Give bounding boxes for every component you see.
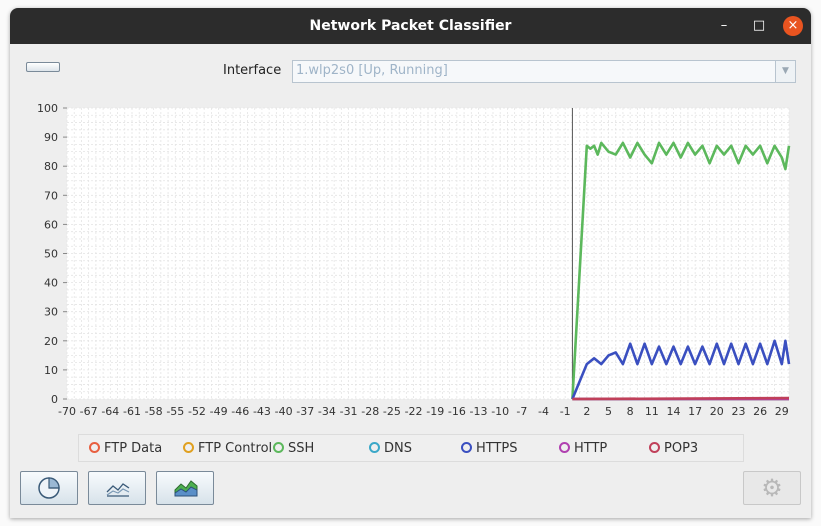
gear-icon: ⚙ — [761, 474, 783, 502]
legend-label: POP3 — [664, 441, 699, 456]
legend-item-ftp-data: FTP Data — [89, 441, 163, 456]
maximize-button[interactable]: □ — [752, 18, 766, 33]
x-tick-label: -58 — [145, 405, 163, 418]
x-tick-label: -67 — [80, 405, 98, 418]
y-tick-label: 30 — [44, 306, 58, 319]
legend-item-https: HTTPS — [461, 441, 518, 456]
x-tick-label: -37 — [296, 405, 314, 418]
legend-label: FTP Data — [104, 441, 163, 456]
series-line-https — [571, 339, 791, 400]
x-tick-label: 2 — [583, 405, 590, 418]
x-tick-label: -1 — [560, 405, 571, 418]
chart-legend: FTP Data FTP Control SSH DNS HTTPS HTTP POP3 — [78, 434, 744, 462]
x-tick-label: 11 — [645, 405, 659, 418]
x-tick-label: -34 — [318, 405, 336, 418]
settings-button[interactable]: ⚙ — [743, 471, 801, 505]
x-tick-label: -49 — [210, 405, 228, 418]
x-tick-label: -28 — [361, 405, 379, 418]
legend-marker-icon — [649, 442, 660, 453]
legend-item-ssh: SSH — [273, 441, 315, 456]
x-tick-label: -16 — [448, 405, 466, 418]
line-chart-icon — [106, 483, 130, 497]
legend-label: SSH — [288, 441, 315, 456]
x-tick-label: -22 — [405, 405, 423, 418]
y-tick-label: 90 — [44, 131, 58, 144]
legend-label: HTTPS — [476, 441, 518, 456]
interface-dropdown[interactable]: 1.wlp2s0 [Up, Running] ▼ — [292, 60, 796, 83]
legend-marker-icon — [89, 442, 100, 453]
x-tick-label: 26 — [753, 405, 767, 418]
pie-chart-button[interactable] — [20, 471, 78, 505]
y-tick-label: 20 — [44, 335, 58, 348]
start-capture-button[interactable] — [26, 62, 60, 72]
window-title: Network Packet Classifier — [309, 18, 512, 34]
x-tick-label: -46 — [231, 405, 249, 418]
x-tick-label: 5 — [605, 405, 612, 418]
x-tick-label: -61 — [123, 405, 141, 418]
x-tick-label: -52 — [188, 405, 206, 418]
close-button[interactable]: × — [783, 16, 803, 36]
x-tick-label: -10 — [491, 405, 509, 418]
area-chart-button[interactable] — [156, 471, 214, 505]
x-tick-label: 29 — [775, 405, 789, 418]
y-tick-label: 10 — [44, 364, 58, 377]
x-tick-label: -70 — [58, 405, 76, 418]
interface-value: 1.wlp2s0 [Up, Running] — [296, 63, 448, 78]
x-tick-label: -19 — [426, 405, 444, 418]
chevron-down-icon[interactable]: ▼ — [775, 61, 795, 82]
y-tick-label: 100 — [37, 102, 58, 115]
chart-axes: 0 10 20 30 40 50 60 70 80 90 100 -70 -67 -64 -61 -58 -55… — [37, 102, 789, 418]
x-tick-label: -64 — [101, 405, 119, 418]
series-line-pop3 — [572, 396, 790, 401]
legend-label: FTP Control — [198, 441, 273, 456]
x-tick-label: -55 — [166, 405, 184, 418]
x-tick-label: -40 — [275, 405, 293, 418]
y-tick-label: 50 — [44, 248, 58, 261]
legend-marker-icon — [273, 442, 284, 453]
legend-item-dns: DNS — [369, 441, 412, 456]
x-tick-label: -7 — [516, 405, 527, 418]
legend-marker-icon — [559, 442, 570, 453]
app-window: Network Packet Classifier – □ × Interfac… — [10, 8, 811, 518]
traffic-chart: 0 10 20 30 40 50 60 70 80 90 100 -70 -67 -64 -61 -58 -55… — [37, 102, 791, 418]
x-tick-label: 20 — [710, 405, 724, 418]
minimize-button[interactable]: – — [720, 18, 728, 33]
x-tick-label: -43 — [253, 405, 271, 418]
legend-marker-icon — [183, 442, 194, 453]
pie-chart-icon — [38, 477, 60, 499]
chart-series — [571, 141, 791, 401]
x-tick-label: 8 — [627, 405, 634, 418]
legend-item-ftp-control: FTP Control — [183, 441, 273, 456]
y-tick-label: 70 — [44, 189, 58, 202]
x-tick-label: -31 — [340, 405, 358, 418]
chart-grid — [66, 107, 790, 400]
x-tick-label: 14 — [666, 405, 680, 418]
x-tick-label: -25 — [383, 405, 401, 418]
legend-item-http: HTTP — [559, 441, 608, 456]
y-tick-label: 60 — [44, 218, 58, 231]
y-tick-label: 40 — [44, 277, 58, 290]
legend-marker-icon — [369, 442, 380, 453]
legend-marker-icon — [461, 442, 472, 453]
x-tick-label: 17 — [688, 405, 702, 418]
legend-label: DNS — [384, 441, 412, 456]
line-chart-button[interactable] — [88, 471, 146, 505]
x-tick-label: -13 — [470, 405, 488, 418]
series-line-ssh — [571, 141, 791, 400]
y-tick-label: 0 — [51, 393, 58, 406]
legend-label: HTTP — [574, 441, 608, 456]
title-bar[interactable]: Network Packet Classifier – □ × — [10, 8, 811, 44]
interface-label: Interface — [223, 63, 282, 78]
x-tick-label: 23 — [731, 405, 745, 418]
x-tick-label: -4 — [538, 405, 549, 418]
legend-item-pop3: POP3 — [649, 441, 699, 456]
area-chart-icon — [174, 480, 198, 497]
y-tick-label: 80 — [44, 160, 58, 173]
